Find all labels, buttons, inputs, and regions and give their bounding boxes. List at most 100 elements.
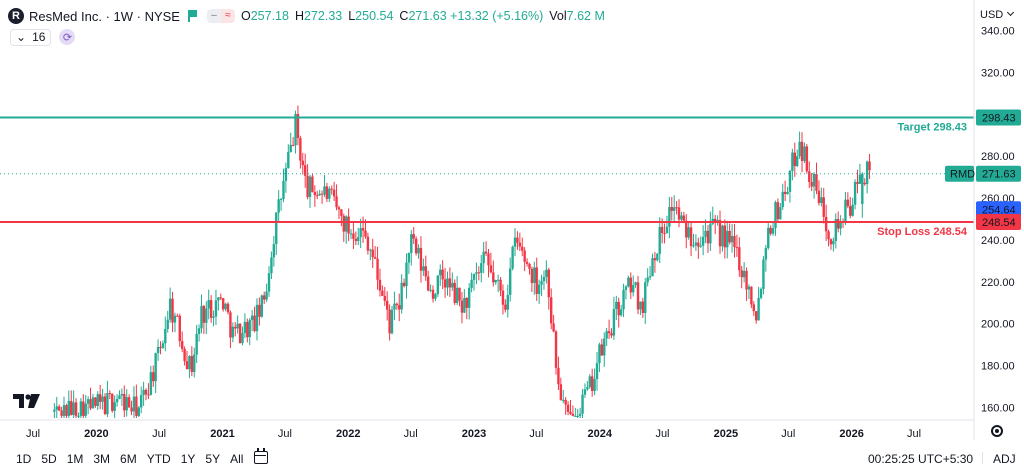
range-6m[interactable]: 6M — [120, 452, 137, 466]
flag-icon[interactable] — [187, 10, 197, 22]
candle-body — [248, 320, 251, 338]
candle-body — [865, 161, 869, 185]
candle-body — [689, 227, 693, 247]
gear-icon[interactable] — [991, 425, 1003, 437]
range-1y[interactable]: 1Y — [180, 452, 196, 466]
candle-body — [226, 303, 230, 313]
symbol-title[interactable]: ResMed Inc. · 1W · NYSE — [29, 8, 180, 24]
prev-close-badge-bg — [976, 201, 1021, 218]
candle-body — [311, 176, 314, 193]
candle-body — [123, 393, 126, 411]
candle-body — [677, 207, 681, 220]
price-tick-label: 340.00 — [981, 25, 1015, 37]
candle-body — [629, 277, 632, 293]
price-tick-label: 160.00 — [981, 403, 1015, 415]
candle-body — [378, 279, 382, 291]
candle-body — [74, 402, 78, 416]
candle-body — [598, 344, 601, 364]
candle-body — [571, 413, 575, 416]
time-axis[interactable]: Jul 2020 Jul 2021 Jul 2022 Jul 2023 Jul 2024 Jul 20… — [0, 419, 974, 440]
candle-body — [576, 415, 579, 417]
candle-body — [352, 233, 355, 239]
candle-body — [718, 220, 722, 247]
candle-body — [685, 220, 688, 238]
candle-body — [549, 297, 553, 324]
adj-toggle[interactable]: ADJ — [993, 452, 1016, 466]
symbol-tag: RMD — [950, 169, 975, 181]
candle-body — [832, 240, 835, 245]
candle-body — [530, 268, 534, 283]
range-all[interactable]: All — [230, 452, 244, 466]
candle-body — [750, 286, 753, 305]
range-ytd[interactable]: YTD — [146, 452, 171, 466]
currency-select[interactable]: USD — [980, 9, 1013, 21]
candle-body — [147, 394, 150, 396]
candle-body — [742, 270, 746, 278]
candle-body — [77, 415, 80, 417]
candle-body — [771, 228, 775, 234]
candles-layer — [53, 105, 871, 418]
candle-body — [482, 251, 485, 264]
candle-body — [484, 251, 488, 254]
candle-body — [385, 300, 389, 310]
candle-body — [523, 250, 526, 262]
refresh-icon[interactable]: ⟳ — [59, 29, 76, 45]
candle-body — [692, 245, 695, 247]
candle-body — [405, 262, 408, 287]
compare-toggle[interactable]: – ≈ — [206, 9, 235, 23]
price-axis[interactable]: 160.00180.00200.00220.00240.00260.00280.… — [945, 0, 1021, 440]
candle-body — [407, 253, 411, 263]
candle-body — [241, 333, 244, 344]
price-chart[interactable]: Target 298.43 Stop Loss 248.54 160.00 180.… — [0, 0, 1024, 450]
candle-body — [111, 393, 114, 411]
candle-body — [472, 273, 476, 280]
price-tick-label: 220.00 — [981, 277, 1015, 289]
candle-body — [627, 277, 630, 287]
candle-body — [395, 303, 399, 306]
range-3m[interactable]: 3M — [93, 452, 111, 466]
candle-body — [325, 186, 329, 199]
candle-body — [448, 278, 452, 288]
candle-body — [127, 397, 131, 408]
time-tick-label: Jul — [26, 428, 40, 440]
candle-body — [774, 202, 777, 229]
candle-body — [822, 197, 825, 217]
range-5d[interactable]: 5D — [41, 452, 57, 466]
range-1d[interactable]: 1D — [16, 452, 32, 466]
range-1m[interactable]: 1M — [66, 452, 84, 466]
candle-body — [540, 281, 543, 285]
tradingview-logo[interactable] — [13, 394, 41, 408]
calendar-icon[interactable] — [254, 448, 268, 464]
candle-body — [219, 297, 222, 299]
candle-body — [178, 315, 181, 342]
target-price-badge-bg — [976, 109, 1021, 126]
candle-body — [740, 270, 743, 278]
candle-body — [441, 269, 444, 280]
candle-body — [287, 152, 290, 168]
candle-body — [805, 146, 809, 172]
interval-box[interactable]: ⌄ 16 — [10, 28, 52, 46]
candle-body — [446, 278, 449, 288]
candle-body — [745, 270, 748, 290]
candle-body — [721, 225, 724, 247]
clock-display[interactable]: 00:25:25 UTC+5:30 — [868, 452, 974, 466]
range-5y[interactable]: 5Y — [205, 452, 221, 466]
candle-body — [188, 356, 191, 370]
candle-body — [603, 338, 606, 356]
candle-body — [299, 138, 302, 161]
candle-body — [422, 266, 425, 271]
candle-body — [656, 253, 659, 261]
resmed-logo-icon: R — [8, 8, 24, 24]
candle-body — [675, 207, 678, 209]
candle-body — [861, 173, 864, 204]
candle-body — [566, 404, 570, 412]
symbol-legend: R ResMed Inc. · 1W · NYSE – ≈ O257.18 H27… — [8, 6, 605, 26]
candle-body — [139, 395, 143, 408]
candle-body — [166, 319, 169, 329]
candle-body — [130, 407, 133, 412]
candle-body — [687, 227, 690, 238]
candle-body — [554, 331, 558, 368]
candle-body — [564, 399, 567, 405]
candle-body — [665, 226, 669, 234]
candle-body — [106, 393, 109, 415]
